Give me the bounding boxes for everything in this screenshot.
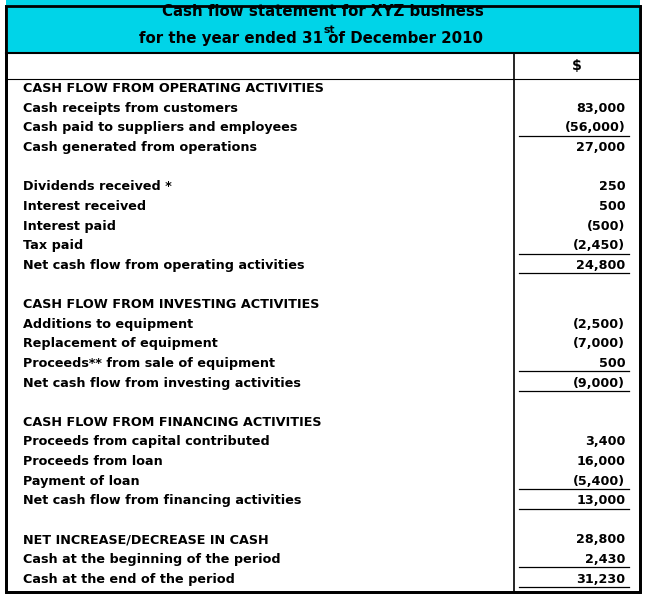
- Text: Cash generated from operations: Cash generated from operations: [23, 141, 256, 154]
- Text: Proceeds** from sale of equipment: Proceeds** from sale of equipment: [23, 357, 275, 370]
- Text: Cash at the beginning of the period: Cash at the beginning of the period: [23, 553, 280, 566]
- Text: $: $: [572, 59, 581, 73]
- Text: for the year ended 31: for the year ended 31: [139, 30, 323, 46]
- Text: (7,000): (7,000): [574, 337, 625, 350]
- Text: Cash flow statement for XYZ business: Cash flow statement for XYZ business: [162, 4, 484, 20]
- Text: Cash receipts from customers: Cash receipts from customers: [23, 102, 238, 115]
- Text: 27,000: 27,000: [576, 141, 625, 154]
- Text: Cash paid to suppliers and employees: Cash paid to suppliers and employees: [23, 121, 297, 135]
- Text: (56,000): (56,000): [565, 121, 625, 135]
- Text: Interest paid: Interest paid: [23, 219, 116, 233]
- Text: Interest received: Interest received: [23, 200, 146, 213]
- Text: (2,450): (2,450): [573, 239, 625, 252]
- Text: Proceeds from capital contributed: Proceeds from capital contributed: [23, 435, 269, 448]
- Text: Net cash flow from operating activities: Net cash flow from operating activities: [23, 259, 304, 272]
- Text: st: st: [323, 26, 335, 35]
- Text: 28,800: 28,800: [576, 533, 625, 547]
- Text: (500): (500): [587, 219, 625, 233]
- Text: CASH FLOW FROM INVESTING ACTIVITIES: CASH FLOW FROM INVESTING ACTIVITIES: [23, 298, 319, 311]
- Text: 16,000: 16,000: [576, 455, 625, 468]
- Text: 2,430: 2,430: [585, 553, 625, 566]
- Text: Additions to equipment: Additions to equipment: [23, 318, 193, 331]
- Text: 13,000: 13,000: [576, 494, 625, 507]
- Text: Payment of loan: Payment of loan: [23, 475, 140, 487]
- Bar: [6, 0, 640, 53]
- Text: Net cash flow from financing activities: Net cash flow from financing activities: [23, 494, 301, 507]
- Text: (9,000): (9,000): [574, 377, 625, 389]
- Text: 500: 500: [599, 357, 625, 370]
- Text: 24,800: 24,800: [576, 259, 625, 272]
- Text: (5,400): (5,400): [573, 475, 625, 487]
- Text: CASH FLOW FROM OPERATING ACTIVITIES: CASH FLOW FROM OPERATING ACTIVITIES: [23, 83, 324, 95]
- Text: Dividends received *: Dividends received *: [23, 181, 171, 193]
- Text: of December 2010: of December 2010: [323, 30, 483, 46]
- Text: 250: 250: [599, 181, 625, 193]
- Text: Tax paid: Tax paid: [23, 239, 83, 252]
- Text: Cash at the end of the period: Cash at the end of the period: [23, 573, 234, 585]
- Text: CASH FLOW FROM FINANCING ACTIVITIES: CASH FLOW FROM FINANCING ACTIVITIES: [23, 416, 321, 429]
- Text: 83,000: 83,000: [576, 102, 625, 115]
- Text: 31,230: 31,230: [576, 573, 625, 585]
- Text: Replacement of equipment: Replacement of equipment: [23, 337, 217, 350]
- Text: Net cash flow from investing activities: Net cash flow from investing activities: [23, 377, 300, 389]
- Text: 500: 500: [599, 200, 625, 213]
- Text: 3,400: 3,400: [585, 435, 625, 448]
- Text: Proceeds from loan: Proceeds from loan: [23, 455, 162, 468]
- Text: (2,500): (2,500): [574, 318, 625, 331]
- Text: NET INCREASE/DECREASE IN CASH: NET INCREASE/DECREASE IN CASH: [23, 533, 268, 547]
